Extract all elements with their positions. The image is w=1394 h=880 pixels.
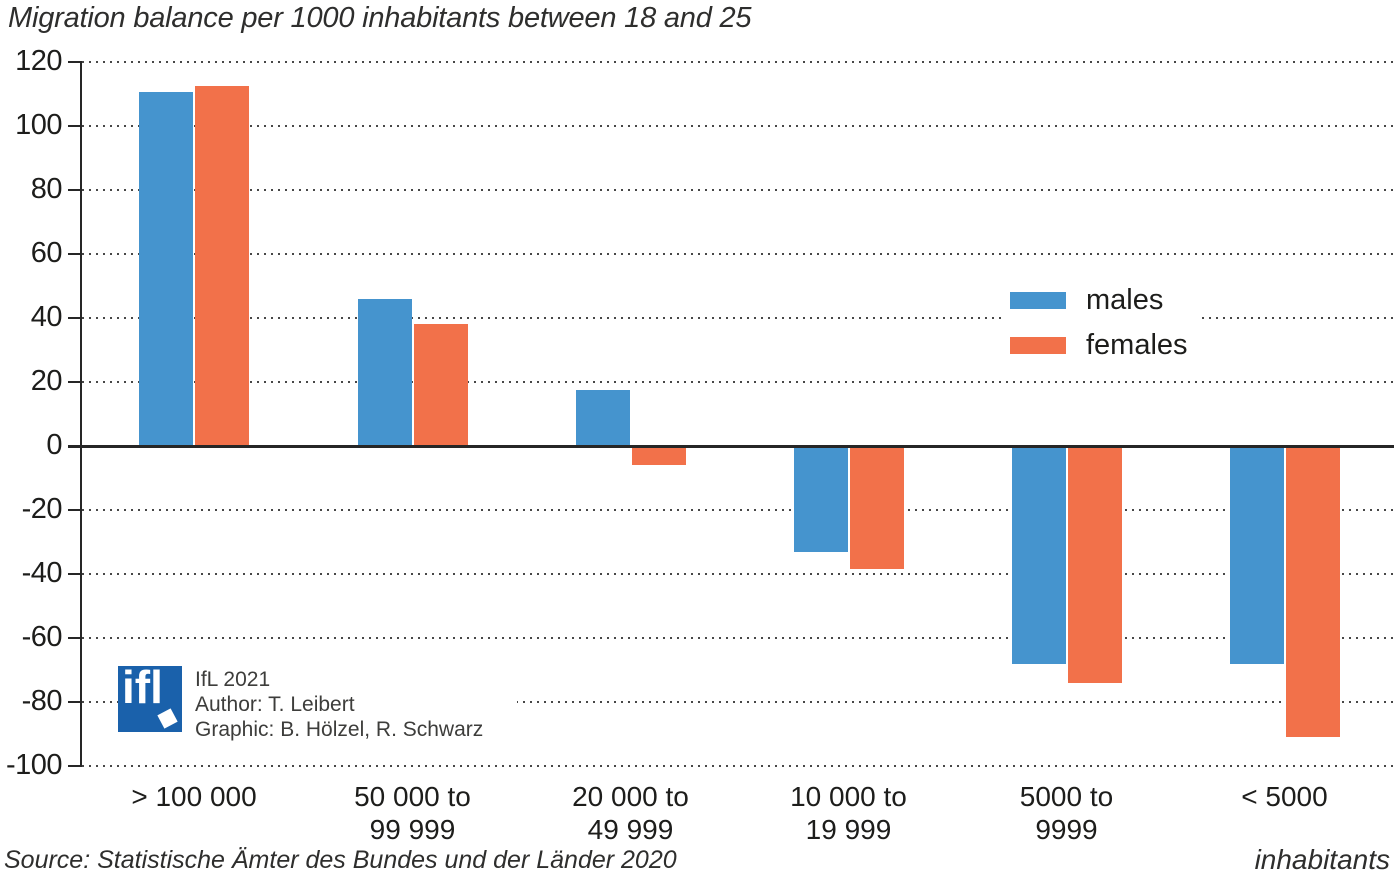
gridline--40 <box>82 573 1394 575</box>
gridline-100 <box>82 125 1394 127</box>
legend: males females <box>1002 278 1202 372</box>
y-tick-label-60: 60 <box>30 236 63 269</box>
x-category-label-2: 50 000 to 99 999 <box>354 781 471 845</box>
y-tick-60 <box>68 252 82 256</box>
x-category-label-1: > 100 000 <box>131 781 257 812</box>
y-tick--100 <box>68 764 82 768</box>
y-tick-label-0: 0 <box>46 428 62 461</box>
y-tick-label--100: -100 <box>5 748 63 781</box>
y-tick--80 <box>68 700 82 704</box>
legend-item-males: males <box>1010 284 1188 317</box>
y-tick-20 <box>68 380 82 384</box>
y-tick-40 <box>68 316 82 320</box>
y-tick-0 <box>68 444 82 448</box>
y-tick-120 <box>68 60 82 64</box>
x-category-label-5: 5000 to 9999 <box>1019 781 1114 845</box>
bar-females-3 <box>631 446 686 466</box>
gridline-120 <box>82 61 1394 63</box>
y-tick-label-40: 40 <box>30 300 63 333</box>
x-category-label-6: < 5000 <box>1241 781 1328 812</box>
y-tick-label-100: 100 <box>15 108 62 141</box>
source-note: Source: Statistische Ämter des Bundes un… <box>4 846 677 874</box>
legend-label-females: females <box>1086 329 1188 361</box>
bar-males-4 <box>793 446 848 552</box>
legend-item-females: females <box>1010 329 1188 362</box>
y-tick-label--40: -40 <box>21 556 63 589</box>
bar-females-4 <box>849 446 904 570</box>
gridline--80 <box>82 701 1394 703</box>
bar-females-5 <box>1067 446 1122 683</box>
x-category-label-4: 10 000 to 19 999 <box>790 781 907 845</box>
y-tick-label--80: -80 <box>21 684 63 717</box>
y-tick-label--20: -20 <box>21 492 63 525</box>
y-tick--40 <box>68 572 82 576</box>
zero-baseline <box>68 444 1394 448</box>
gridline--20 <box>82 509 1394 511</box>
branding-line-author: Author: T. Leibert <box>195 693 355 716</box>
bar-females-6 <box>1285 446 1340 738</box>
chart-title: Migration balance per 1000 inhabitants b… <box>8 2 752 34</box>
x-axis-unit-label: inhabitants <box>1254 844 1390 875</box>
legend-swatch-females <box>1010 337 1066 354</box>
y-tick-100 <box>68 124 82 128</box>
legend-label-males: males <box>1086 284 1164 316</box>
y-tick-80 <box>68 188 82 192</box>
y-tick-label-20: 20 <box>30 364 63 397</box>
gridline-20 <box>82 381 1394 383</box>
bar-males-1 <box>139 92 193 446</box>
gridline-40 <box>82 317 1394 319</box>
y-tick--60 <box>68 636 82 640</box>
bar-females-2 <box>413 324 468 446</box>
branding-block: ifl IfL 2021 Author: T. Leibert Graphic:… <box>118 666 518 744</box>
gridline-80 <box>82 189 1394 191</box>
ifl-logo: ifl <box>118 666 182 732</box>
legend-swatch-males <box>1010 292 1066 309</box>
y-axis-line <box>79 61 82 767</box>
y-tick--20 <box>68 508 82 512</box>
bar-males-3 <box>575 390 630 446</box>
ifl-logo-text: ifl <box>122 666 163 713</box>
branding-lines: IfL 2021 Author: T. Leibert Graphic: B. … <box>195 666 483 742</box>
gridline-60 <box>82 253 1394 255</box>
bar-males-2 <box>357 298 412 446</box>
bar-males-5 <box>1011 446 1066 664</box>
bar-females-1 <box>195 86 249 446</box>
y-tick-label--60: -60 <box>21 620 63 653</box>
branding-line-graphic: Graphic: B. Hölzel, R. Schwarz <box>195 718 484 741</box>
gridline--100 <box>82 765 1394 767</box>
y-tick-label-80: 80 <box>30 172 63 205</box>
bar-males-6 <box>1229 446 1284 664</box>
x-category-label-3: 20 000 to 49 999 <box>572 781 689 845</box>
y-tick-label-120: 120 <box>15 44 62 77</box>
gridline--60 <box>82 637 1394 639</box>
branding-line-credit: IfL 2021 <box>195 668 271 691</box>
